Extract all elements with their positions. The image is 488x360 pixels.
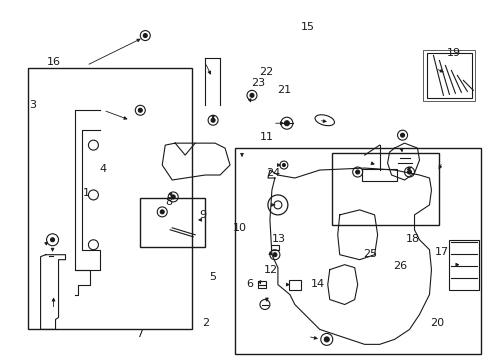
- Text: 4: 4: [100, 164, 106, 174]
- Bar: [258, 281, 265, 288]
- Text: 22: 22: [259, 67, 273, 77]
- Text: 9: 9: [199, 210, 206, 220]
- Circle shape: [324, 337, 328, 342]
- Bar: [362, 168, 396, 181]
- Bar: [426, 53, 471, 98]
- Text: 24: 24: [265, 168, 279, 178]
- Text: 10: 10: [232, 224, 246, 233]
- Text: 18: 18: [405, 234, 419, 244]
- Text: 23: 23: [250, 78, 264, 88]
- Text: 16: 16: [46, 57, 60, 67]
- Bar: [235, 148, 480, 354]
- Text: 13: 13: [271, 234, 285, 244]
- Circle shape: [160, 210, 164, 214]
- Bar: [423, 50, 474, 101]
- Bar: [140, 198, 204, 247]
- Circle shape: [138, 108, 142, 112]
- Text: 7: 7: [136, 329, 143, 339]
- Text: 25: 25: [363, 248, 377, 258]
- Text: 12: 12: [264, 265, 278, 275]
- Circle shape: [355, 170, 359, 174]
- Text: 21: 21: [277, 85, 291, 95]
- Text: 15: 15: [300, 22, 314, 32]
- Circle shape: [143, 33, 147, 37]
- Circle shape: [272, 253, 276, 257]
- Circle shape: [171, 195, 175, 199]
- Circle shape: [282, 163, 285, 167]
- Text: 8: 8: [165, 197, 172, 207]
- Circle shape: [249, 93, 253, 97]
- Text: 19: 19: [446, 48, 460, 58]
- Bar: [27, 68, 192, 329]
- Text: 5: 5: [209, 272, 216, 282]
- Bar: [288, 280, 300, 289]
- Bar: [331, 153, 439, 225]
- Text: 26: 26: [393, 261, 407, 271]
- Text: 11: 11: [259, 132, 273, 142]
- Text: 6: 6: [245, 279, 252, 289]
- Text: 1: 1: [82, 188, 89, 198]
- Text: 14: 14: [310, 279, 324, 289]
- Text: 17: 17: [434, 247, 448, 257]
- Bar: [270, 245, 278, 250]
- Circle shape: [50, 238, 55, 242]
- Text: 20: 20: [429, 319, 443, 328]
- Text: 2: 2: [202, 319, 209, 328]
- Circle shape: [211, 118, 215, 122]
- Text: 3: 3: [29, 100, 36, 110]
- Bar: [448, 240, 478, 289]
- Circle shape: [284, 121, 289, 126]
- Circle shape: [407, 170, 411, 174]
- Circle shape: [400, 133, 404, 137]
